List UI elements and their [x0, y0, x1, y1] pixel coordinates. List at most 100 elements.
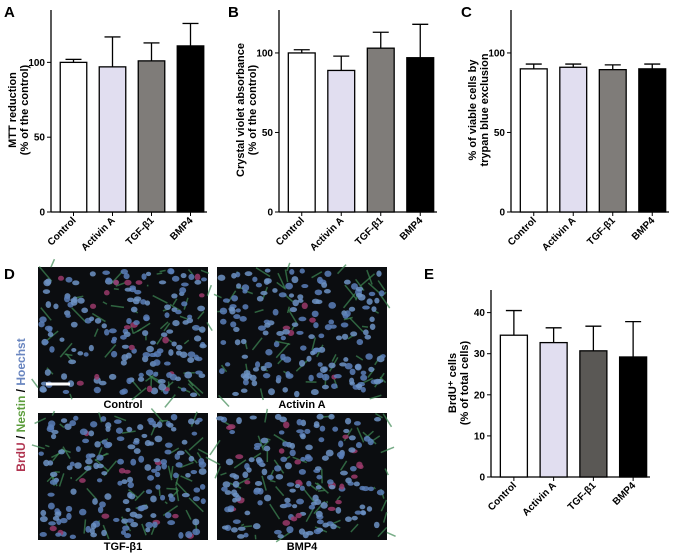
process: [136, 322, 151, 333]
nucleus: [314, 466, 322, 471]
nucleus: [160, 458, 168, 465]
process: [382, 511, 388, 523]
process: [361, 325, 369, 328]
nucleus: [343, 357, 349, 362]
nucleus: [342, 313, 349, 319]
nucleus: [348, 306, 356, 312]
nucleus: [99, 501, 106, 508]
process: [241, 523, 245, 527]
nucleus: [130, 521, 139, 528]
nucleus: [193, 487, 201, 493]
nucleus: [47, 502, 55, 510]
nucleus: [313, 528, 322, 535]
y-axis-label: MTT reduction: [7, 72, 19, 148]
nucleus: [360, 510, 366, 515]
nucleus: [45, 301, 52, 309]
nucleus: [298, 359, 306, 367]
process: [355, 355, 364, 361]
x-tick-label: Activin A: [521, 480, 559, 518]
nucleus: [198, 326, 206, 333]
process: [188, 437, 204, 451]
nucleus: [349, 368, 356, 376]
nucleus: [178, 531, 184, 539]
y-axis-label: % of viable cells by: [467, 59, 479, 161]
separator: /: [14, 388, 28, 392]
nucleus: [96, 454, 104, 461]
nucleus: [233, 326, 240, 332]
bar: [98, 66, 127, 213]
nucleus: [227, 505, 235, 510]
nucleus: [299, 268, 305, 274]
process: [141, 523, 147, 536]
nucleus: [65, 505, 73, 512]
nucleus: [316, 276, 323, 284]
cells: [205, 408, 396, 543]
process: [185, 509, 192, 520]
nucleus: [315, 299, 323, 305]
nucleus: [260, 290, 268, 296]
nucleus: [339, 470, 348, 476]
nucleus: [328, 319, 335, 325]
nucleus: [60, 418, 68, 423]
nucleus: [249, 415, 257, 420]
nucleus: [175, 344, 183, 351]
nucleus: [297, 298, 304, 303]
stain-legend: BrdU / Nestin / Hoechst: [14, 338, 28, 471]
stain: Nestin: [14, 396, 28, 433]
nucleus: [272, 308, 279, 316]
panel-label: C: [461, 4, 472, 21]
nucleus: [260, 437, 269, 444]
x-tick-label: Control: [46, 215, 79, 248]
nucleus: [81, 307, 89, 314]
nucleus: [195, 356, 203, 362]
nucleus: [335, 335, 343, 341]
nucleus: [355, 292, 363, 298]
process: [58, 473, 65, 487]
nucleus: [308, 334, 315, 340]
y-tick-label: 50: [34, 133, 46, 144]
process: [197, 311, 205, 320]
nucleus: [321, 455, 329, 461]
nucleus: [354, 363, 362, 371]
process: [69, 393, 73, 400]
nucleus: [224, 490, 232, 495]
nucleus: [230, 321, 237, 328]
nucleus: [300, 433, 306, 440]
nucleus: [242, 471, 249, 479]
process: [386, 531, 396, 537]
nucleus: [344, 362, 353, 370]
nucleus: [181, 301, 188, 307]
process: [83, 519, 87, 534]
nucleus: [121, 479, 128, 485]
nucleus: [119, 389, 126, 395]
nucleus: [305, 444, 313, 451]
nucleus: [135, 280, 143, 285]
stain: Hoechst: [14, 338, 28, 385]
nucleus: [120, 530, 127, 535]
nucleus: [47, 492, 55, 497]
nucleus: [331, 383, 338, 389]
process: [172, 489, 179, 497]
nucleus: [103, 443, 112, 449]
process: [206, 284, 213, 297]
x-tick-label: TGF-β1: [353, 215, 386, 248]
nucleus: [164, 512, 172, 519]
panel-label: E: [424, 266, 434, 283]
nucleus: [225, 458, 234, 466]
process: [62, 446, 71, 459]
process: [336, 495, 341, 501]
nucleus: [275, 473, 284, 480]
nucleus: [70, 488, 77, 495]
nucleus: [313, 421, 320, 427]
process: [277, 272, 286, 289]
nucleus: [100, 416, 107, 422]
nucleus: [229, 430, 236, 435]
nucleus: [51, 429, 59, 435]
nucleus: [246, 467, 252, 473]
nucleus: [126, 317, 132, 325]
nucleus: [145, 271, 152, 277]
nucleus: [170, 413, 178, 421]
bar: [598, 68, 627, 213]
nucleus: [143, 314, 150, 322]
